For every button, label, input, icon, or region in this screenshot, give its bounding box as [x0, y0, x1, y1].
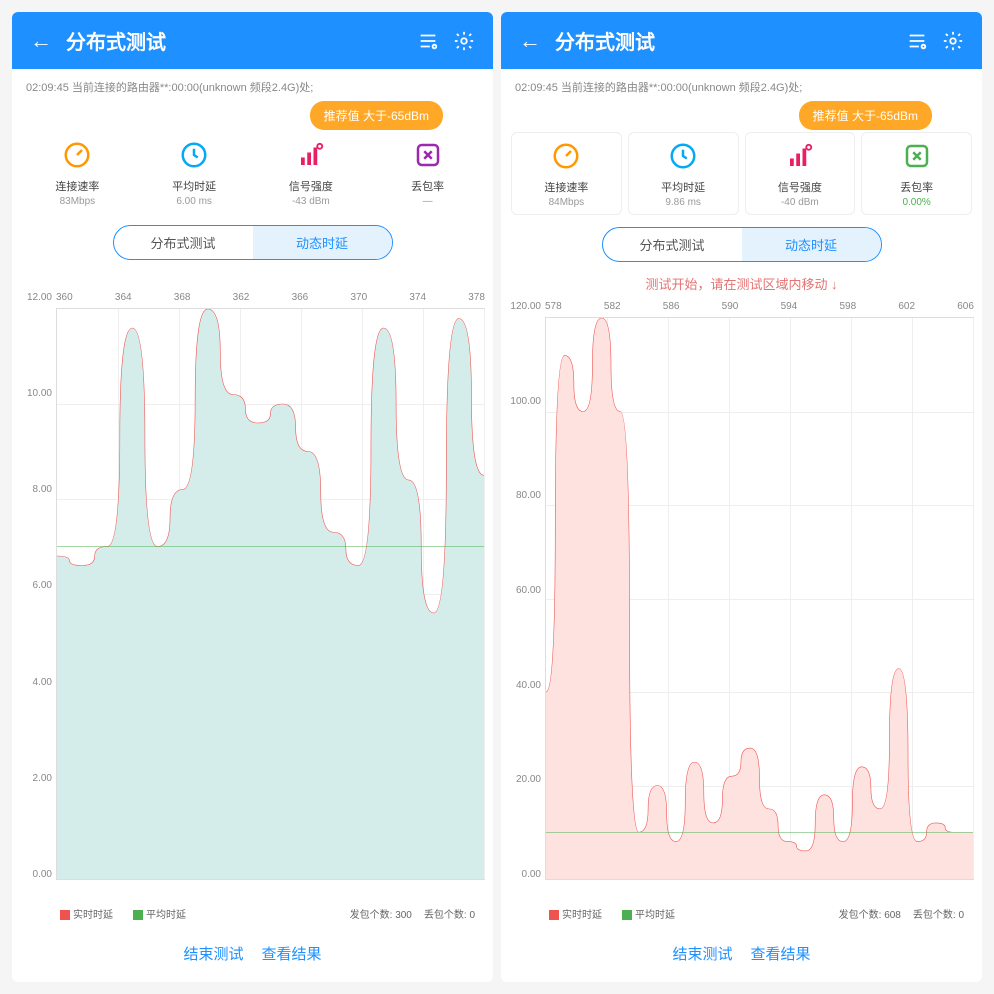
tab-bar: 分布式测试 动态时延 [602, 227, 882, 262]
stat-sent-value: 300 [395, 910, 412, 921]
list-icon[interactable] [906, 30, 928, 52]
metric-value: -40 dBm [781, 197, 819, 208]
hint-text: 测试开始，请在测试区域内移动 ↓ [501, 270, 982, 301]
gear-icon[interactable] [453, 30, 475, 52]
footer-actions: 结束测试 查看结果 [12, 929, 493, 982]
metric-value: 83Mbps [60, 196, 96, 207]
legend-label-avg: 平均时延 [635, 910, 675, 921]
status-text: 02:09:45 当前连接的路由器**:00:00(unknown 频段2.4G… [501, 69, 982, 101]
panel-right: ← 分布式测试 02:09:45 当前连接的路由器**:00:00(unknow… [501, 12, 982, 982]
panel-left: ← 分布式测试 02:09:45 当前连接的路由器**:00:00(unknow… [12, 12, 493, 982]
tab-distributed[interactable]: 分布式测试 [603, 228, 742, 261]
stat-lost-label: 丢包个数: [913, 910, 956, 921]
metric-label: 连接速率 [55, 178, 99, 194]
metric-value: 0.00% [902, 197, 930, 208]
metric-value: 84Mbps [549, 197, 585, 208]
x-icon [900, 139, 934, 173]
page-title: 分布式测试 [555, 26, 892, 55]
metric-label: 平均时延 [661, 179, 705, 195]
status-text: 02:09:45 当前连接的路由器**:00:00(unknown 频段2.4G… [12, 69, 493, 101]
tab-latency[interactable]: 动态时延 [742, 228, 881, 261]
tab-bar: 分布式测试 动态时延 [113, 225, 393, 260]
page-title: 分布式测试 [66, 26, 403, 55]
gauge-icon [549, 139, 583, 173]
metric-card[interactable]: 平均时延 9.86 ms [628, 132, 739, 215]
view-results-button[interactable]: 查看结果 [751, 943, 811, 964]
metric-label: 连接速率 [544, 179, 588, 195]
header: ← 分布式测试 [12, 12, 493, 69]
signal-icon [783, 139, 817, 173]
stat-lost-label: 丢包个数: [424, 910, 467, 921]
tab-latency[interactable]: 动态时延 [253, 226, 392, 259]
hint-text [12, 268, 493, 292]
metric-label: 丢包率 [900, 179, 933, 195]
clock-icon [666, 139, 700, 173]
recommendation-badge: 推荐值 大于-65dBm [799, 101, 932, 130]
metrics-row: 连接速率 84Mbps 平均时延 9.86 ms 信号强度 -40 dBm 丢包率 0.00% [501, 124, 982, 227]
gear-icon[interactable] [942, 30, 964, 52]
metric-label: 丢包率 [411, 178, 444, 194]
metric-card[interactable]: 信号强度 -40 dBm [745, 132, 856, 215]
back-button[interactable]: ← [30, 28, 52, 54]
chart-legend: 实时时延 平均时延 发包个数: 300 丢包个数: 0 [20, 900, 485, 925]
stat-sent-label: 发包个数: [350, 910, 393, 921]
latency-chart: 120.00100.0080.0060.0040.0020.000.005785… [509, 301, 974, 900]
latency-chart: 12.0010.008.006.004.002.000.003603643683… [20, 292, 485, 900]
metric-label: 平均时延 [172, 178, 216, 194]
list-icon[interactable] [417, 30, 439, 52]
metric-label: 信号强度 [289, 178, 333, 194]
metric-card[interactable]: 信号强度 -43 dBm [256, 132, 367, 213]
metrics-row: 连接速率 83Mbps 平均时延 6.00 ms 信号强度 -43 dBm 丢包率 — [12, 124, 493, 225]
chart-container: 12.0010.008.006.004.002.000.003603643683… [12, 292, 493, 929]
recommendation-badge: 推荐值 大于-65dBm [310, 101, 443, 130]
metric-card[interactable]: 连接速率 84Mbps [511, 132, 622, 215]
metric-value: 6.00 ms [176, 196, 212, 207]
legend-swatch-avg [622, 910, 632, 920]
stat-sent-label: 发包个数: [839, 910, 882, 921]
metric-card[interactable]: 连接速率 83Mbps [22, 132, 133, 213]
end-test-button[interactable]: 结束测试 [672, 943, 732, 964]
legend-label-realtime: 实时时延 [73, 910, 113, 921]
legend-label-realtime: 实时时延 [562, 910, 602, 921]
end-test-button[interactable]: 结束测试 [183, 943, 243, 964]
metric-value: 9.86 ms [665, 197, 701, 208]
metric-card[interactable]: 丢包率 — [372, 132, 483, 213]
signal-icon [294, 138, 328, 172]
x-icon [411, 138, 445, 172]
stat-lost-value: 0 [958, 910, 964, 921]
metric-card[interactable]: 平均时延 6.00 ms [139, 132, 250, 213]
clock-icon [177, 138, 211, 172]
chart-legend: 实时时延 平均时延 发包个数: 608 丢包个数: 0 [509, 900, 974, 925]
metric-value: — [423, 196, 433, 207]
metric-label: 信号强度 [778, 179, 822, 195]
legend-label-avg: 平均时延 [146, 910, 186, 921]
legend-swatch-avg [133, 910, 143, 920]
metric-card[interactable]: 丢包率 0.00% [861, 132, 972, 215]
metric-value: -43 dBm [292, 196, 330, 207]
legend-swatch-realtime [549, 910, 559, 920]
gauge-icon [60, 138, 94, 172]
back-button[interactable]: ← [519, 28, 541, 54]
stat-sent-value: 608 [884, 910, 901, 921]
tab-distributed[interactable]: 分布式测试 [114, 226, 253, 259]
chart-container: 120.00100.0080.0060.0040.0020.000.005785… [501, 301, 982, 929]
legend-swatch-realtime [60, 910, 70, 920]
stat-lost-value: 0 [469, 910, 475, 921]
footer-actions: 结束测试 查看结果 [501, 929, 982, 982]
header: ← 分布式测试 [501, 12, 982, 69]
view-results-button[interactable]: 查看结果 [262, 943, 322, 964]
